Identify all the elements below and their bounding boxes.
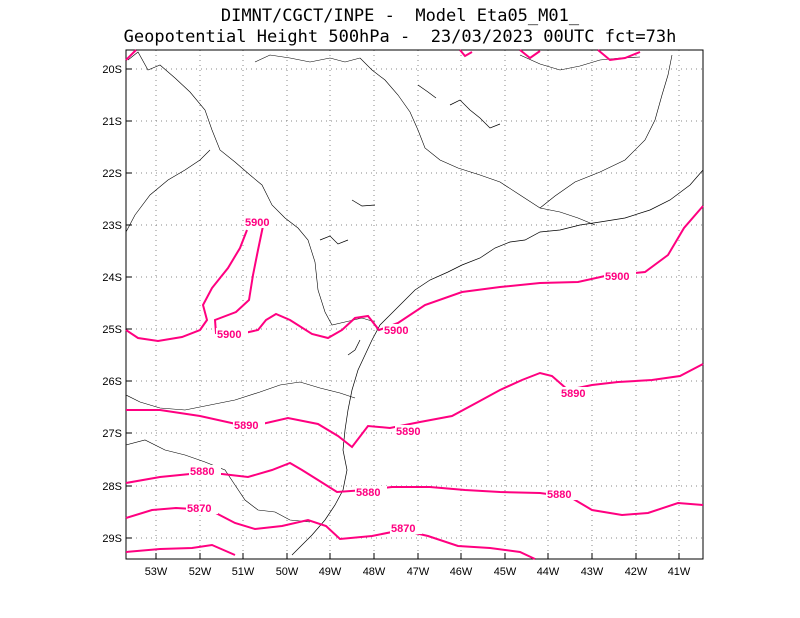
contour-label: 5900 [384, 325, 408, 337]
lat-tick-label: 28S [102, 481, 122, 493]
contour-label: 5900 [217, 329, 241, 341]
coastline [291, 84, 704, 556]
lon-tick-label: 52W [189, 566, 212, 578]
contour-label: 5870 [187, 503, 211, 515]
lat-tick-label: 25S [102, 324, 122, 336]
contour-label: 5880 [190, 466, 214, 478]
contour-label: 5890 [234, 420, 258, 432]
contour-label: 5880 [356, 487, 380, 499]
contour-5900-coastal [125, 229, 248, 343]
contour-label: 5900 [245, 217, 269, 229]
title-line-1: DIMNT/CGCT/INPE - Model Eta05_M01_ [220, 6, 580, 26]
contour-label: 5900 [605, 271, 629, 283]
lat-tick-label: 27S [102, 428, 122, 440]
grid-lines [126, 50, 703, 559]
lon-tick-label: 51W [232, 566, 255, 578]
lon-tick-label: 44W [537, 566, 560, 578]
title-line-2: Geopotential Height 500hPa - 23/03/2023 … [123, 27, 677, 47]
contour-label: 5890 [561, 388, 585, 400]
lon-tick-label: 43W [581, 566, 604, 578]
state-borders [125, 51, 673, 523]
lon-tick-label: 53W [145, 566, 168, 578]
contour-label: 5890 [396, 426, 420, 438]
lon-tick-label: 50W [276, 566, 299, 578]
lat-axis: 20S 21S 22S 23S 24S 25S 26S 27S 28S 29S [102, 64, 132, 545]
lat-tick-label: 23S [102, 220, 122, 232]
contour-label: 5880 [547, 489, 571, 501]
lon-tick-label: 48W [363, 566, 386, 578]
lat-tick-label: 21S [102, 116, 122, 128]
contour-corner-north [125, 49, 137, 61]
contour-lines [125, 49, 704, 560]
lat-tick-label: 22S [102, 168, 122, 180]
lon-tick-label: 46W [450, 566, 473, 578]
contour-label-group: 5900 5900 5900 5900 5890 5890 5890 5880 … [186, 216, 636, 535]
lon-tick-label: 47W [407, 566, 430, 578]
lat-tick-label: 20S [102, 64, 122, 76]
contour-5870-sw [125, 543, 236, 556]
lat-tick-label: 24S [102, 272, 122, 284]
contour-5900-inner [213, 205, 704, 340]
lat-tick-label: 29S [102, 533, 122, 545]
map-frame [125, 49, 704, 560]
lon-tick-label: 41W [668, 566, 691, 578]
lon-axis: 53W 52W 51W 50W 49W 48W 47W 46W 45W 44W … [145, 553, 691, 578]
contour-north-ne [459, 49, 641, 62]
lon-tick-label: 42W [625, 566, 648, 578]
lat-tick-label: 26S [102, 376, 122, 388]
contour-label: 5870 [391, 523, 415, 535]
lon-tick-label: 49W [319, 566, 342, 578]
lon-tick-label: 45W [494, 566, 517, 578]
